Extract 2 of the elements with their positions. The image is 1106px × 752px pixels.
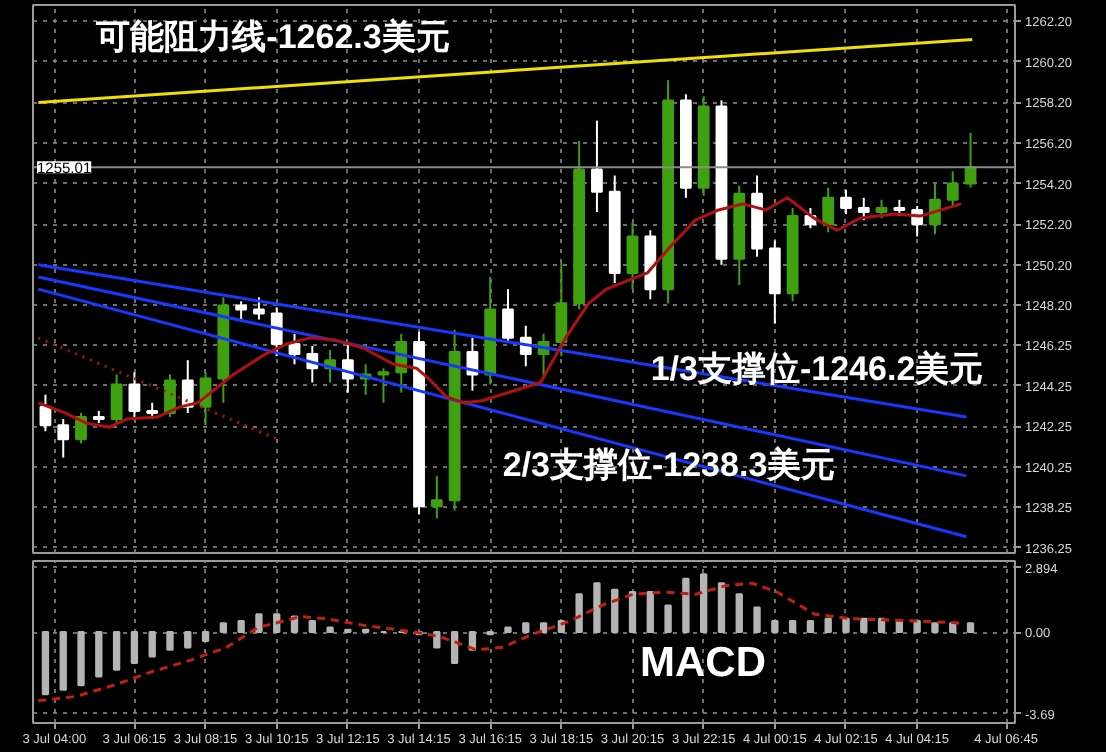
annotation: 可能阻力线-1262.3美元 [94,18,450,56]
annotation: MACD [640,640,767,686]
